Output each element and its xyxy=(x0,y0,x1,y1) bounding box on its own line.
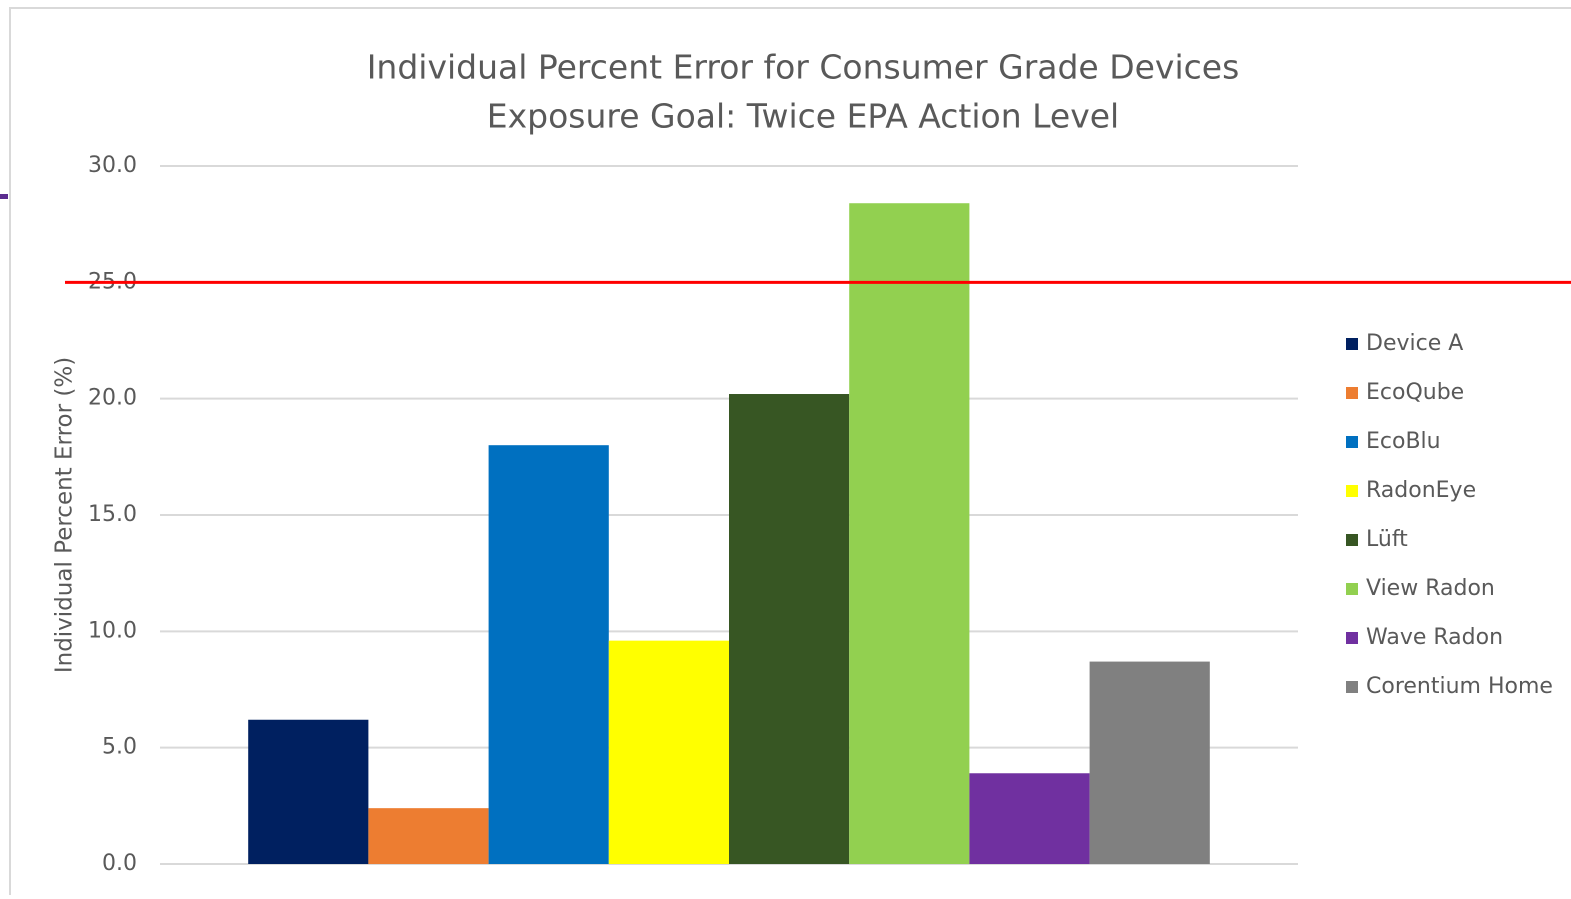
legend-label: View Radon xyxy=(1366,576,1495,601)
bar xyxy=(729,394,850,864)
legend-label: EcoBlu xyxy=(1366,429,1441,454)
legend-label: Corentium Home xyxy=(1366,674,1553,699)
legend-swatch xyxy=(1346,485,1358,497)
legend-swatch xyxy=(1346,632,1358,644)
edge-mark xyxy=(0,194,8,199)
legend-label: Lüft xyxy=(1366,527,1408,552)
legend-swatch xyxy=(1346,681,1358,693)
y-tick-label: 30.0 xyxy=(88,153,137,178)
legend-label: RadonEye xyxy=(1366,478,1476,503)
y-tick-label: 5.0 xyxy=(102,735,137,760)
legend-swatch xyxy=(1346,387,1358,399)
y-axis-label: Individual Percent Error (%) xyxy=(52,357,78,673)
legend-swatch xyxy=(1346,436,1358,448)
y-tick-label: 20.0 xyxy=(88,386,137,411)
legend-swatch xyxy=(1346,338,1358,350)
legend-label: Device A xyxy=(1366,331,1463,356)
bar xyxy=(368,808,489,864)
chart-title: Individual Percent Error for Consumer Gr… xyxy=(367,48,1240,87)
chart-subtitle: Exposure Goal: Twice EPA Action Level xyxy=(487,97,1119,136)
legend-label: Wave Radon xyxy=(1366,625,1503,650)
legend-label: EcoQube xyxy=(1366,380,1464,405)
y-tick-label: 10.0 xyxy=(88,618,137,643)
bar xyxy=(1089,661,1210,864)
legend-swatch xyxy=(1346,583,1358,595)
y-tick-label: 0.0 xyxy=(102,851,137,876)
bar xyxy=(969,773,1090,864)
bar xyxy=(849,203,970,864)
bar xyxy=(488,445,609,864)
y-tick-label: 15.0 xyxy=(88,502,137,527)
bar xyxy=(608,640,729,864)
bar xyxy=(248,719,369,864)
legend-swatch xyxy=(1346,534,1358,546)
